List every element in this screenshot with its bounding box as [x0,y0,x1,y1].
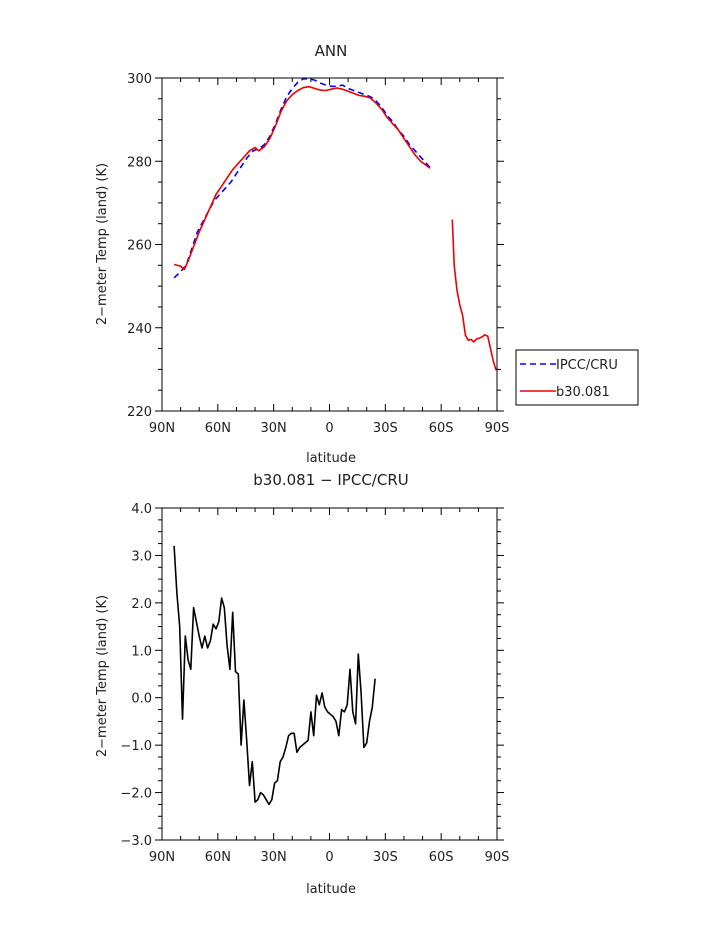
y-tick-label-3-0: 3.0 [131,549,152,564]
plot-frame [161,507,498,841]
x-tick-label-30s: 30S [373,421,398,436]
y-tick-label-4-0: 4.0 [131,502,152,517]
legend: IPCC/CRU b30.081 [515,349,639,406]
x-tick-label-60n: 60N [205,850,231,865]
series-b30-081-line-2 [451,219,497,371]
y-tick-label-220: 220 [127,405,152,420]
y-axis-label: 2−meter Temp (land) (K) [95,595,110,757]
plot-frame [161,77,498,412]
x-tick-label-90n: 90N [149,850,175,865]
legend-label-ipcc-cru: IPCC/CRU [556,358,618,373]
temperature-panel: ANN 2−meter Temp (land) (K) latitude 90N… [95,42,639,466]
difference-panel: b30.081 − IPCC/CRU 2−meter Temp (land) (… [95,471,509,897]
x-tick-label-60s: 60S [429,421,454,436]
chart-title: b30.081 − IPCC/CRU [253,471,408,489]
x-tick-label-30n: 30N [261,850,287,865]
x-tick-label-90s: 90S [485,421,510,436]
legend-box [515,349,639,406]
series-ipcc-cru-line [173,78,431,279]
x-tick-label-30s: 30S [373,850,398,865]
y-tick-label-2-0: 2.0 [131,597,152,612]
series-group [173,78,497,371]
x-tick-label-60s: 60S [429,850,454,865]
y-tick-label-0-0: 0.0 [131,692,152,707]
y-tick-label-2-0: −2.0 [120,787,152,802]
y-tick-label-260: 260 [127,239,152,254]
x-tick-label-0: 0 [325,421,333,436]
y-tick-label-240: 240 [127,322,152,337]
y-axis-label: 2−meter Temp (land) (K) [95,163,110,325]
y-tick-label-3-0: −3.0 [120,834,152,849]
legend-label-b30-081: b30.081 [556,385,610,400]
x-axis-label: latitude [306,882,356,897]
x-tick-label-0: 0 [325,850,333,865]
y-tick-label-1-0: 1.0 [131,644,152,659]
series-difference-line [173,545,376,806]
x-axis-label: latitude [306,451,356,466]
y-tick-label-300: 300 [127,72,152,87]
x-tick-label-90n: 90N [149,421,175,436]
chart-title: ANN [315,42,348,60]
x-tick-label-90s: 90S [485,850,510,865]
y-tick-label-280: 280 [127,155,152,170]
tick-group: 90N 60N 30N 0 30S 60S 90S −3.0 −2.0 −1.0 0.0 1.0 2.0… [120,502,509,865]
y-tick-label-1-0: −1.0 [120,739,152,754]
x-tick-label-60n: 60N [205,421,231,436]
series-group [173,545,376,806]
tick-group: 90N 60N 30N 0 30S 60S 90S 220 240 260 280 300 [127,72,509,436]
series-b30-081-line-1 [173,85,431,271]
x-tick-label-30n: 30N [261,421,287,436]
